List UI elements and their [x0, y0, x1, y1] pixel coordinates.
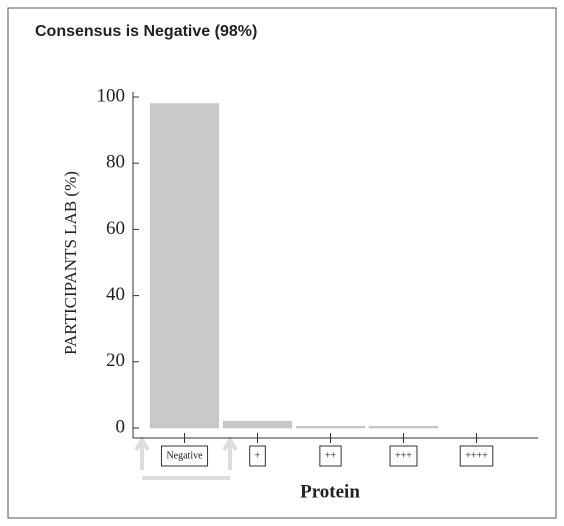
x-tick-box — [160, 445, 209, 467]
y-tick-label: 60 — [106, 218, 125, 239]
x-tick-box — [319, 445, 342, 467]
y-tick-label: 20 — [106, 350, 125, 371]
chart-title: Consensus is Negative (98%) — [35, 23, 257, 40]
x-tick-label: ++++ — [465, 450, 488, 461]
x-tick-label: + — [255, 450, 261, 461]
bar — [368, 426, 439, 429]
x-tick-label: Negative — [166, 450, 203, 461]
y-axis-label: PARTICIPANTS LAB (%) — [61, 171, 80, 355]
frame — [7, 7, 557, 519]
y-tick-label: 40 — [106, 284, 125, 305]
bar — [222, 421, 293, 429]
x-axis-label: Protein — [300, 481, 360, 502]
bar — [149, 103, 220, 429]
x-tick-box — [459, 445, 494, 467]
x-tick-box — [389, 445, 418, 467]
y-tick-label: 0 — [116, 416, 126, 437]
bar — [295, 426, 366, 429]
x-tick-box — [249, 445, 266, 467]
decoration-arrows — [134, 436, 238, 480]
x-tick-label: +++ — [395, 450, 412, 461]
y-tick-label: 80 — [106, 152, 125, 173]
y-tick-label: 100 — [97, 85, 126, 106]
x-tick-label: ++ — [325, 450, 337, 461]
